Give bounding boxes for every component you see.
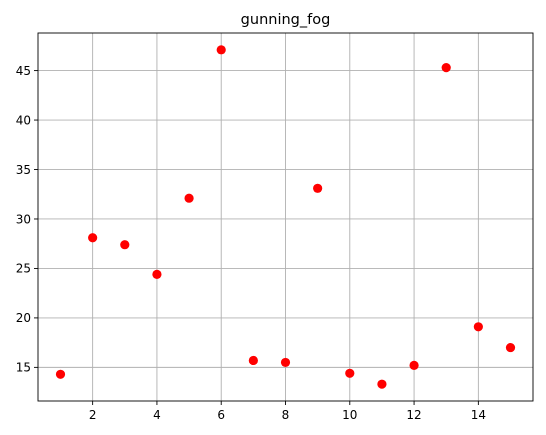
data-point xyxy=(441,63,451,73)
x-tick-label: 8 xyxy=(282,408,290,422)
y-tick-label: 25 xyxy=(16,262,31,276)
data-point xyxy=(377,379,387,389)
data-point xyxy=(216,45,226,55)
x-axis-ticks: 2 4 6 8 10 12 14 xyxy=(89,401,486,422)
y-axis-ticks: 15 20 25 30 35 40 45 xyxy=(16,64,38,375)
data-point xyxy=(248,355,258,366)
grid-lines xyxy=(38,33,533,401)
data-point xyxy=(409,360,419,370)
data-point xyxy=(313,183,323,193)
x-tick-label: 6 xyxy=(217,408,225,422)
data-point xyxy=(55,369,66,379)
y-tick-label: 15 xyxy=(16,361,31,375)
data-point xyxy=(473,322,483,332)
y-tick-label: 30 xyxy=(16,212,31,226)
data-point xyxy=(184,193,194,203)
y-tick-label: 40 xyxy=(16,113,31,127)
data-point xyxy=(152,269,162,279)
data-point xyxy=(280,357,291,368)
data-point xyxy=(88,233,98,243)
data-points xyxy=(55,45,516,389)
data-point xyxy=(345,368,355,378)
data-point xyxy=(505,342,516,353)
y-tick-label: 20 xyxy=(16,311,31,325)
data-point xyxy=(120,240,130,250)
x-tick-label: 10 xyxy=(342,408,357,422)
y-tick-label: 45 xyxy=(16,64,31,78)
y-tick-label: 35 xyxy=(16,163,31,177)
x-tick-label: 12 xyxy=(406,408,421,422)
x-tick-label: 4 xyxy=(153,408,161,422)
x-tick-label: 2 xyxy=(89,408,97,422)
x-tick-label: 14 xyxy=(471,408,486,422)
chart-title: gunning_fog xyxy=(241,12,331,28)
